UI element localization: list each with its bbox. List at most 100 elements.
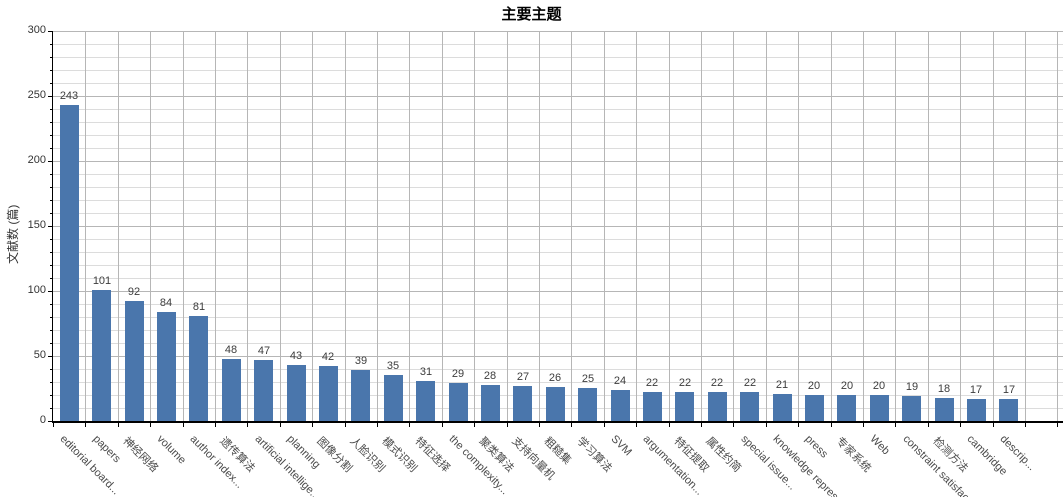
bar[interactable] (870, 395, 889, 421)
bar-value-label: 21 (775, 379, 789, 391)
bar[interactable] (578, 388, 597, 421)
y-minor-tick (50, 343, 53, 344)
category-label: papers (90, 433, 123, 466)
minor-gridline (53, 135, 1063, 136)
bar[interactable] (999, 399, 1018, 421)
y-tick-label: 250 (27, 89, 46, 101)
bar-value-label: 47 (257, 345, 271, 357)
bar-value-label: 28 (483, 370, 497, 382)
bar[interactable] (902, 396, 921, 421)
y-minor-tick (50, 122, 53, 123)
bar[interactable] (805, 395, 824, 421)
y-minor-tick (50, 330, 53, 331)
y-minor-tick (50, 317, 53, 318)
bar[interactable] (935, 398, 954, 421)
x-tick (215, 421, 216, 427)
y-minor-tick (50, 369, 53, 370)
vertical-gridline (539, 31, 540, 421)
bar[interactable] (416, 381, 435, 421)
vertical-gridline (118, 31, 119, 421)
category-label: press (802, 433, 831, 461)
y-major-tick (48, 161, 53, 162)
category-label: Web (867, 433, 892, 458)
bar[interactable] (708, 392, 727, 421)
bar-value-label: 27 (516, 371, 530, 383)
vertical-gridline (895, 31, 896, 421)
bar[interactable] (157, 312, 176, 421)
major-gridline (53, 96, 1063, 97)
bar[interactable] (189, 316, 208, 421)
vertical-gridline (1025, 31, 1026, 421)
minor-gridline (53, 174, 1063, 175)
x-tick (409, 421, 410, 427)
x-tick (636, 421, 637, 427)
bar-value-label: 20 (840, 380, 854, 392)
bar[interactable] (513, 386, 532, 421)
x-tick (539, 421, 540, 427)
y-tick-label: 300 (27, 24, 46, 36)
bar[interactable] (351, 370, 370, 421)
y-minor-tick (50, 265, 53, 266)
bar[interactable] (773, 394, 792, 421)
x-tick (53, 421, 54, 427)
bar[interactable] (254, 360, 273, 421)
bar[interactable] (675, 392, 694, 421)
vertical-gridline (636, 31, 637, 421)
bar-value-label: 26 (548, 372, 562, 384)
minor-gridline (53, 109, 1063, 110)
bar[interactable] (611, 390, 630, 421)
y-major-tick (48, 31, 53, 32)
vertical-gridline (798, 31, 799, 421)
x-tick (960, 421, 961, 427)
bar[interactable] (967, 399, 986, 421)
bar-value-label: 17 (969, 384, 983, 396)
bar[interactable] (319, 366, 338, 421)
bar[interactable] (384, 375, 403, 421)
bar[interactable] (449, 383, 468, 421)
x-tick (1025, 421, 1026, 427)
x-tick (669, 421, 670, 427)
y-major-tick (48, 96, 53, 97)
bar[interactable] (481, 385, 500, 421)
vertical-gridline (1057, 31, 1058, 421)
y-minor-tick (50, 70, 53, 71)
minor-gridline (53, 369, 1063, 370)
y-minor-tick (50, 382, 53, 383)
bar-value-label: 84 (159, 297, 173, 309)
bar[interactable] (92, 290, 111, 421)
vertical-gridline (280, 31, 281, 421)
bar[interactable] (125, 301, 144, 421)
y-minor-tick (50, 57, 53, 58)
y-minor-tick (50, 174, 53, 175)
minor-gridline (53, 239, 1063, 240)
vertical-gridline (474, 31, 475, 421)
plot-area: 243 editorial board... 101 papers 92 神经网络 84 vo… (48, 31, 1063, 497)
bar[interactable] (222, 359, 241, 421)
bar-value-label: 42 (321, 351, 335, 363)
major-gridline (53, 161, 1063, 162)
y-tick-label: 100 (27, 284, 46, 296)
vertical-gridline (247, 31, 248, 421)
major-gridline (53, 226, 1063, 227)
y-minor-tick (50, 395, 53, 396)
bar[interactable] (740, 392, 759, 421)
vertical-gridline (312, 31, 313, 421)
bar[interactable] (546, 387, 565, 421)
bar[interactable] (837, 395, 856, 421)
x-tick (831, 421, 832, 427)
bar-value-label: 35 (386, 360, 400, 372)
bar[interactable] (643, 392, 662, 421)
minor-gridline (53, 382, 1063, 383)
y-minor-tick (50, 239, 53, 240)
vertical-gridline (507, 31, 508, 421)
y-minor-tick (50, 408, 53, 409)
y-tick-label: 200 (27, 154, 46, 166)
bar-value-label: 22 (743, 377, 757, 389)
minor-gridline (53, 304, 1063, 305)
y-tick-label: 50 (33, 349, 46, 361)
x-tick (118, 421, 119, 427)
bar[interactable] (287, 365, 306, 421)
x-tick (345, 421, 346, 427)
y-minor-tick (50, 135, 53, 136)
bar[interactable] (60, 105, 79, 421)
